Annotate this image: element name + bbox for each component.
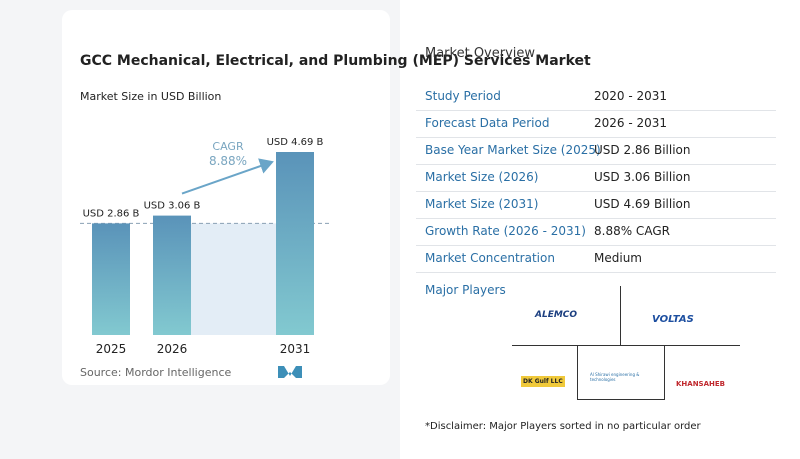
- player-logo: KHANSAHEB: [676, 380, 725, 388]
- row-value: USD 3.06 Billion: [594, 170, 691, 184]
- row-label: Forecast Data Period: [425, 116, 550, 130]
- bar: [276, 152, 314, 335]
- x-tick-label: 2025: [96, 342, 127, 356]
- row-label: Growth Rate (2026 - 2031): [425, 224, 586, 238]
- row-label: Market Size (2031): [425, 197, 539, 211]
- row-separator: [416, 164, 776, 165]
- value-label: USD 2.86 B: [83, 208, 140, 219]
- player-logo: DK Gulf LLC: [521, 376, 565, 387]
- chart-subtitle: Market Size in USD Billion: [80, 90, 221, 103]
- row-separator: [416, 272, 776, 273]
- bar: [153, 215, 191, 335]
- value-label: USD 4.69 B: [267, 137, 324, 148]
- row-separator: [416, 110, 776, 111]
- row-separator: [416, 137, 776, 138]
- row-label: Market Size (2026): [425, 170, 539, 184]
- cagr-arrow: [181, 158, 274, 195]
- cagr-label: CAGR: [212, 140, 244, 153]
- row-label: Base Year Market Size (2025): [425, 143, 601, 157]
- logo: [278, 366, 302, 378]
- x-tick-label: 2031: [280, 342, 311, 356]
- row-separator: [416, 191, 776, 192]
- chart-title: GCC Mechanical, Electrical, and Plumbing…: [80, 53, 591, 69]
- row-label: Study Period: [425, 89, 501, 103]
- players-title: Major Players: [425, 283, 506, 297]
- player-logo: VOLTAS: [652, 314, 694, 325]
- cagr-value: 8.88%: [209, 154, 247, 168]
- row-value: 2026 - 2031: [594, 116, 668, 130]
- player-logo: Al Shirawi engineering & technologies: [590, 372, 640, 382]
- row-value: 2020 - 2031: [594, 89, 668, 103]
- bar: [92, 223, 130, 335]
- row-value: Medium: [594, 251, 642, 265]
- value-label: USD 3.06 B: [144, 201, 201, 212]
- row-separator: [416, 245, 776, 246]
- row-label: Market Concentration: [425, 251, 555, 265]
- divider: [512, 345, 740, 346]
- divider: [620, 286, 621, 345]
- source: Source: Mordor Intelligence: [80, 366, 231, 379]
- row-value: USD 4.69 Billion: [594, 197, 691, 211]
- row-value: 8.88% CAGR: [594, 224, 670, 238]
- disclaimer: *Disclaimer: Major Players sorted in no …: [425, 421, 701, 432]
- row-value: USD 2.86 Billion: [594, 143, 691, 157]
- shaded-area: [191, 223, 276, 335]
- overview-title: Market Overview: [425, 46, 536, 61]
- overview-card: [400, 0, 800, 459]
- player-logo: ALEMCO: [535, 310, 578, 320]
- x-tick-label: 2026: [157, 342, 188, 356]
- row-separator: [416, 218, 776, 219]
- divider: [577, 345, 665, 400]
